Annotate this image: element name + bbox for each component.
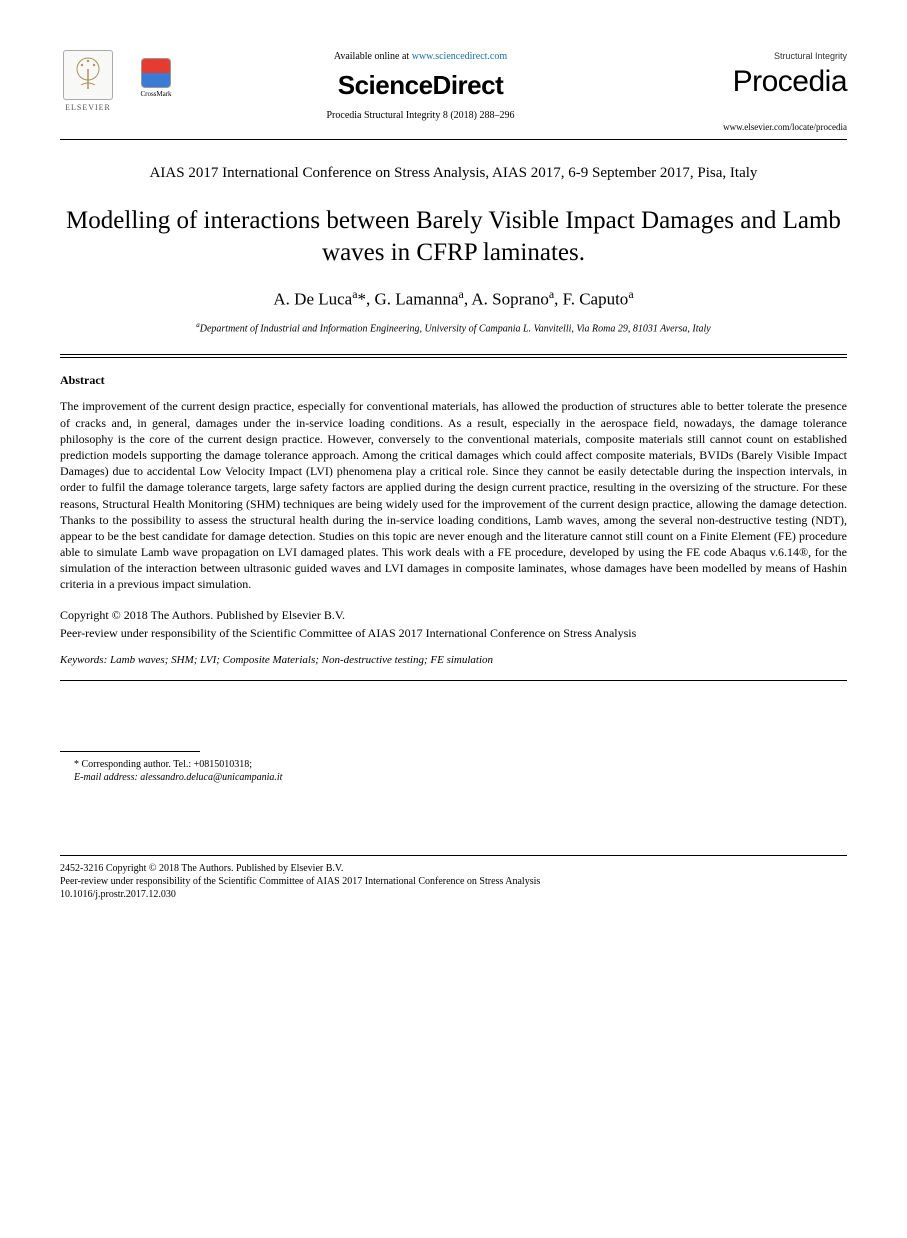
elsevier-logo[interactable]: ELSEVIER [60, 50, 116, 116]
affiliation-line: aDepartment of Industrial and Informatio… [60, 321, 847, 336]
header-center: Available online at www.sciencedirect.co… [184, 50, 657, 122]
affiliation-text: Department of Industrial and Information… [200, 324, 711, 335]
sciencedirect-logo[interactable]: ScienceDirect [184, 68, 657, 103]
footer-peer-review: Peer-review under responsibility of the … [60, 875, 847, 888]
keywords-line: Keywords: Lamb waves; SHM; LVI; Composit… [60, 653, 847, 668]
abstract-rule-bottom [60, 357, 847, 358]
elsevier-label: ELSEVIER [65, 103, 111, 114]
header-row: ELSEVIER CrossMark Available online at w… [60, 50, 847, 133]
email-label: E-mail address: [74, 772, 138, 783]
footer-rule [60, 855, 847, 856]
citation-line: Procedia Structural Integrity 8 (2018) 2… [184, 109, 657, 123]
author-1: A. De Luca [273, 289, 352, 308]
author-2: G. Lamanna [375, 289, 459, 308]
procedia-url[interactable]: www.elsevier.com/locate/procedia [667, 121, 847, 133]
keywords-label: Keywords: [60, 654, 107, 666]
procedia-logo: Procedia [667, 62, 847, 103]
corresponding-rule [60, 751, 200, 752]
header-left: ELSEVIER CrossMark [60, 50, 174, 116]
author-3-affil: a [549, 287, 554, 301]
elsevier-tree-icon [63, 50, 113, 100]
corresponding-author-line: * Corresponding author. Tel.: +081501031… [74, 758, 847, 772]
paper-title: Modelling of interactions between Barely… [60, 205, 847, 268]
peer-review-line: Peer-review under responsibility of the … [60, 625, 847, 641]
keywords-rule [60, 680, 847, 681]
conference-line: AIAS 2017 International Conference on St… [60, 164, 847, 184]
author-3: A. Soprano [471, 289, 548, 308]
crossmark-badge[interactable]: CrossMark [138, 58, 174, 99]
email-address[interactable]: alessandro.deluca@unicampania.it [138, 772, 283, 783]
abstract-rule-top [60, 354, 847, 355]
author-2-affil: a [459, 287, 464, 301]
copyright-line: Copyright © 2018 The Authors. Published … [60, 607, 847, 623]
header-rule [60, 139, 847, 140]
header-right: Structural Integrity Procedia www.elsevi… [667, 50, 847, 133]
author-1-corr: * [358, 289, 367, 308]
author-4: F. Caputo [563, 289, 629, 308]
keywords-text: Lamb waves; SHM; LVI; Composite Material… [107, 654, 493, 666]
abstract-body: The improvement of the current design pr… [60, 398, 847, 592]
author-4-affil: a [628, 287, 633, 301]
available-online-line: Available online at www.sciencedirect.co… [184, 50, 657, 64]
authors-line: A. De Lucaa*, G. Lamannaa, A. Sopranoa, … [60, 286, 847, 312]
corresponding-email-line: E-mail address: alessandro.deluca@unicam… [74, 771, 847, 785]
footer-doi: 10.1016/j.prostr.2017.12.030 [60, 888, 847, 901]
procedia-subtitle: Structural Integrity [667, 50, 847, 62]
crossmark-icon [141, 58, 171, 88]
available-prefix: Available online at [334, 51, 412, 62]
abstract-heading: Abstract [60, 372, 847, 388]
crossmark-label: CrossMark [140, 90, 171, 99]
footer-block: 2452-3216 Copyright © 2018 The Authors. … [60, 862, 847, 901]
footer-issn: 2452-3216 Copyright © 2018 The Authors. … [60, 862, 847, 875]
sciencedirect-url[interactable]: www.sciencedirect.com [412, 51, 507, 62]
